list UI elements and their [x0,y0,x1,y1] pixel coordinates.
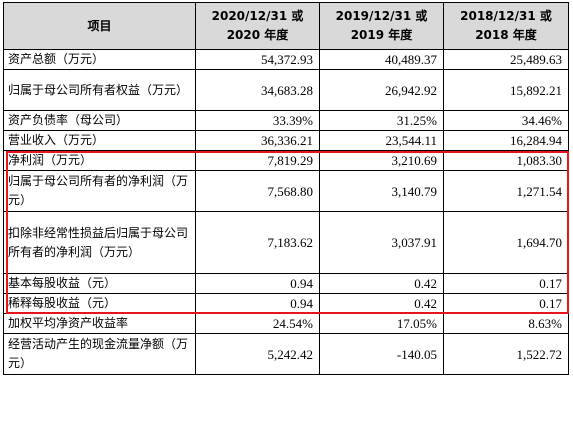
cell-2018: 0.17 [443,293,569,314]
row-label: 净利润（万元） [3,150,196,171]
table-row: 归属于母公司所有者权益（万元） 34,683.28 26,942.92 15,8… [3,69,569,111]
table-row: 净利润（万元） 7,819.29 3,210.69 1,083.30 [3,150,569,171]
table-row: 归属于母公司所有者的净利润（万元） 7,568.80 3,140.79 1,27… [3,170,569,212]
row-label: 经营活动产生的现金流量净额（万元） [3,333,196,375]
row-label: 加权平均净资产收益率 [3,313,196,334]
row-label: 归属于母公司所有者的净利润（万元） [3,170,196,212]
cell-2018: 1,522.72 [443,333,569,375]
cell-2020: 0.94 [195,293,320,314]
cell-2019: -140.05 [319,333,444,375]
cell-2020: 7,568.80 [195,170,320,212]
cell-2020: 54,372.93 [195,49,320,70]
row-label: 归属于母公司所有者权益（万元） [3,69,196,111]
header-item: 项目 [3,2,196,50]
cell-2020: 7,819.29 [195,150,320,171]
cell-2018: 0.17 [443,273,569,294]
header-2019: 2019/12/31 或 2019 年度 [319,2,444,50]
cell-2020: 34,683.28 [195,69,320,111]
table-row: 扣除非经常性损益后归属于母公司所有者的净利润（万元） 7,183.62 3,03… [3,211,569,274]
cell-2018: 1,694.70 [443,211,569,274]
cell-2019: 26,942.92 [319,69,444,111]
cell-2019: 3,210.69 [319,150,444,171]
header-2020: 2020/12/31 或 2020 年度 [195,2,320,50]
financial-summary-table: 项目 2020/12/31 或 2020 年度 2019/12/31 或 201… [3,2,569,375]
row-label: 资产负债率（母公司） [3,110,196,131]
cell-2019: 23,544.11 [319,130,444,151]
cell-2018: 15,892.21 [443,69,569,111]
cell-2020: 36,336.21 [195,130,320,151]
table-row: 经营活动产生的现金流量净额（万元） 5,242.42 -140.05 1,522… [3,333,569,375]
row-label: 稀释每股收益（元） [3,293,196,314]
cell-2019: 31.25% [319,110,444,131]
cell-2019: 3,037.91 [319,211,444,274]
table-row: 稀释每股收益（元） 0.94 0.42 0.17 [3,293,569,314]
cell-2018: 1,271.54 [443,170,569,212]
header-2018: 2018/12/31 或 2018 年度 [443,2,569,50]
row-label: 资产总额（万元） [3,49,196,70]
table-row: 资产总额（万元） 54,372.93 40,489.37 25,489.63 [3,49,569,70]
row-label: 扣除非经常性损益后归属于母公司所有者的净利润（万元） [3,211,196,274]
cell-2019: 40,489.37 [319,49,444,70]
table-row: 资产负债率（母公司） 33.39% 31.25% 34.46% [3,110,569,131]
cell-2020: 24.54% [195,313,320,334]
cell-2018: 25,489.63 [443,49,569,70]
cell-2020: 33.39% [195,110,320,131]
table-row: 营业收入（万元） 36,336.21 23,544.11 16,284.94 [3,130,569,151]
table-row: 基本每股收益（元） 0.94 0.42 0.17 [3,273,569,294]
cell-2020: 5,242.42 [195,333,320,375]
cell-2020: 0.94 [195,273,320,294]
cell-2018: 1,083.30 [443,150,569,171]
cell-2019: 0.42 [319,293,444,314]
cell-2018: 16,284.94 [443,130,569,151]
cell-2020: 7,183.62 [195,211,320,274]
table-row: 加权平均净资产收益率 24.54% 17.05% 8.63% [3,313,569,334]
row-label: 营业收入（万元） [3,130,196,151]
cell-2018: 8.63% [443,313,569,334]
cell-2019: 17.05% [319,313,444,334]
row-label: 基本每股收益（元） [3,273,196,294]
table-header-row: 项目 2020/12/31 或 2020 年度 2019/12/31 或 201… [3,2,569,50]
cell-2019: 0.42 [319,273,444,294]
cell-2018: 34.46% [443,110,569,131]
cell-2019: 3,140.79 [319,170,444,212]
